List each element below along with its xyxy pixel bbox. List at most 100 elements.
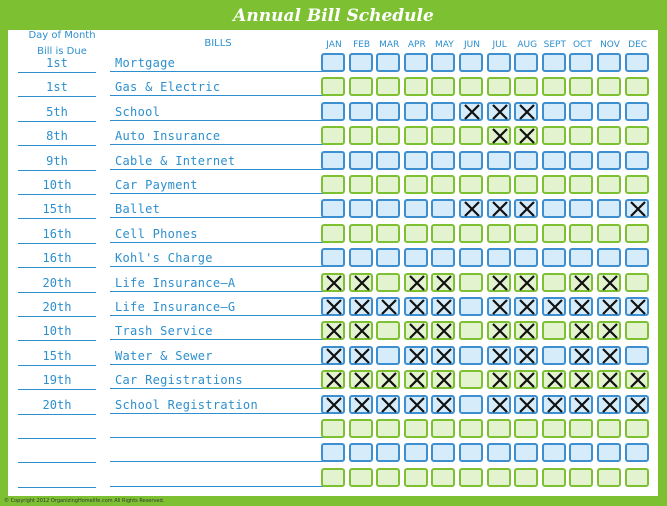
- due-day-field[interactable]: 20th: [18, 296, 96, 317]
- month-checkbox-nov[interactable]: [597, 248, 621, 268]
- month-checkbox-jun[interactable]: [459, 467, 483, 487]
- due-day-field[interactable]: 10th: [18, 174, 96, 195]
- month-checkbox-oct[interactable]: [569, 467, 594, 487]
- month-checkbox-jun[interactable]: [459, 77, 483, 97]
- month-checkbox-mar[interactable]: [376, 248, 401, 268]
- month-checkbox-apr[interactable]: [403, 321, 428, 341]
- month-checkbox-nov[interactable]: [597, 175, 621, 194]
- due-day-field[interactable]: 19th: [18, 369, 96, 391]
- month-checkbox-feb[interactable]: [348, 77, 373, 97]
- bill-name-field[interactable]: Kohl's Charge: [110, 247, 325, 268]
- bill-name-field[interactable]: Mortgage: [110, 52, 325, 72]
- month-checkbox-nov[interactable]: [597, 101, 621, 121]
- month-checkbox-feb[interactable]: [348, 175, 373, 194]
- month-checkbox-mar[interactable]: [376, 150, 401, 170]
- bill-name-field[interactable]: Life Insurance—G: [110, 296, 325, 316]
- month-checkbox-nov[interactable]: [597, 272, 621, 292]
- month-checkbox-aug[interactable]: [514, 101, 539, 121]
- month-checkbox-sept[interactable]: [541, 77, 566, 97]
- month-checkbox-dec[interactable]: [624, 53, 649, 72]
- month-checkbox-sept[interactable]: [541, 248, 566, 268]
- month-checkbox-jul[interactable]: [486, 101, 511, 121]
- month-checkbox-dec[interactable]: [624, 467, 649, 487]
- month-checkbox-jan[interactable]: [321, 126, 345, 146]
- month-checkbox-jul[interactable]: [486, 199, 511, 219]
- bill-name-field[interactable]: [110, 418, 325, 438]
- month-checkbox-sept[interactable]: [541, 101, 566, 121]
- month-checkbox-sept[interactable]: [541, 345, 566, 365]
- month-checkbox-feb[interactable]: [348, 199, 373, 219]
- due-day-field[interactable]: [18, 418, 96, 439]
- month-checkbox-may[interactable]: [431, 345, 456, 365]
- month-checkbox-jan[interactable]: [321, 150, 345, 170]
- month-checkbox-aug[interactable]: [514, 248, 539, 268]
- month-checkbox-mar[interactable]: [376, 53, 401, 72]
- month-checkbox-feb[interactable]: [348, 321, 373, 341]
- month-checkbox-jan[interactable]: [321, 345, 345, 365]
- bill-name-field[interactable]: Cell Phones: [110, 223, 325, 243]
- month-checkbox-mar[interactable]: [376, 297, 401, 316]
- month-checkbox-sept[interactable]: [541, 370, 566, 390]
- month-checkbox-jun[interactable]: [459, 419, 483, 438]
- month-checkbox-may[interactable]: [431, 272, 456, 292]
- month-checkbox-apr[interactable]: [403, 175, 428, 194]
- bill-name-field[interactable]: School Registration: [110, 394, 325, 414]
- bill-name-field[interactable]: Ballet: [110, 198, 325, 219]
- month-checkbox-may[interactable]: [431, 53, 456, 72]
- month-checkbox-oct[interactable]: [569, 101, 594, 121]
- month-checkbox-jan[interactable]: [321, 53, 345, 72]
- month-checkbox-apr[interactable]: [403, 443, 428, 463]
- month-checkbox-apr[interactable]: [403, 297, 428, 316]
- month-checkbox-jun[interactable]: [459, 345, 483, 365]
- month-checkbox-jun[interactable]: [459, 370, 483, 390]
- month-checkbox-apr[interactable]: [403, 126, 428, 146]
- month-checkbox-apr[interactable]: [403, 370, 428, 390]
- bill-name-field[interactable]: Gas & Electric: [110, 76, 325, 97]
- month-checkbox-dec[interactable]: [624, 248, 649, 268]
- month-checkbox-jul[interactable]: [486, 175, 511, 194]
- month-checkbox-sept[interactable]: [541, 199, 566, 219]
- month-checkbox-sept[interactable]: [541, 223, 566, 243]
- month-checkbox-feb[interactable]: [348, 223, 373, 243]
- month-checkbox-sept[interactable]: [541, 297, 566, 316]
- due-day-field[interactable]: 20th: [18, 394, 96, 415]
- month-checkbox-dec[interactable]: [624, 77, 649, 97]
- month-checkbox-apr[interactable]: [403, 394, 428, 414]
- month-checkbox-oct[interactable]: [569, 272, 594, 292]
- month-checkbox-nov[interactable]: [597, 443, 621, 463]
- month-checkbox-may[interactable]: [431, 126, 456, 146]
- due-day-field[interactable]: 8th: [18, 125, 96, 147]
- month-checkbox-mar[interactable]: [376, 101, 401, 121]
- month-checkbox-aug[interactable]: [514, 297, 539, 316]
- month-checkbox-may[interactable]: [431, 150, 456, 170]
- month-checkbox-jan[interactable]: [321, 443, 345, 463]
- month-checkbox-nov[interactable]: [597, 126, 621, 146]
- month-checkbox-aug[interactable]: [514, 272, 539, 292]
- month-checkbox-may[interactable]: [431, 297, 456, 316]
- month-checkbox-nov[interactable]: [597, 321, 621, 341]
- month-checkbox-nov[interactable]: [597, 223, 621, 243]
- month-checkbox-jan[interactable]: [321, 394, 345, 414]
- month-checkbox-sept[interactable]: [541, 394, 566, 414]
- bill-name-field[interactable]: Life Insurance—A: [110, 272, 325, 292]
- month-checkbox-dec[interactable]: [624, 419, 649, 438]
- month-checkbox-sept[interactable]: [541, 321, 566, 341]
- month-checkbox-nov[interactable]: [597, 150, 621, 170]
- month-checkbox-feb[interactable]: [348, 419, 373, 438]
- month-checkbox-dec[interactable]: [624, 394, 649, 414]
- month-checkbox-may[interactable]: [431, 248, 456, 268]
- bill-name-field[interactable]: Auto Insurance: [110, 125, 325, 146]
- month-checkbox-mar[interactable]: [376, 199, 401, 219]
- due-day-field[interactable]: 1st: [18, 52, 96, 73]
- month-checkbox-oct[interactable]: [569, 345, 594, 365]
- month-checkbox-aug[interactable]: [514, 150, 539, 170]
- month-checkbox-aug[interactable]: [514, 77, 539, 97]
- month-checkbox-aug[interactable]: [514, 223, 539, 243]
- month-checkbox-may[interactable]: [431, 199, 456, 219]
- month-checkbox-sept[interactable]: [541, 467, 566, 487]
- month-checkbox-jan[interactable]: [321, 248, 345, 268]
- month-checkbox-may[interactable]: [431, 175, 456, 194]
- due-day-field[interactable]: 16th: [18, 247, 96, 269]
- month-checkbox-jan[interactable]: [321, 272, 345, 292]
- month-checkbox-jul[interactable]: [486, 77, 511, 97]
